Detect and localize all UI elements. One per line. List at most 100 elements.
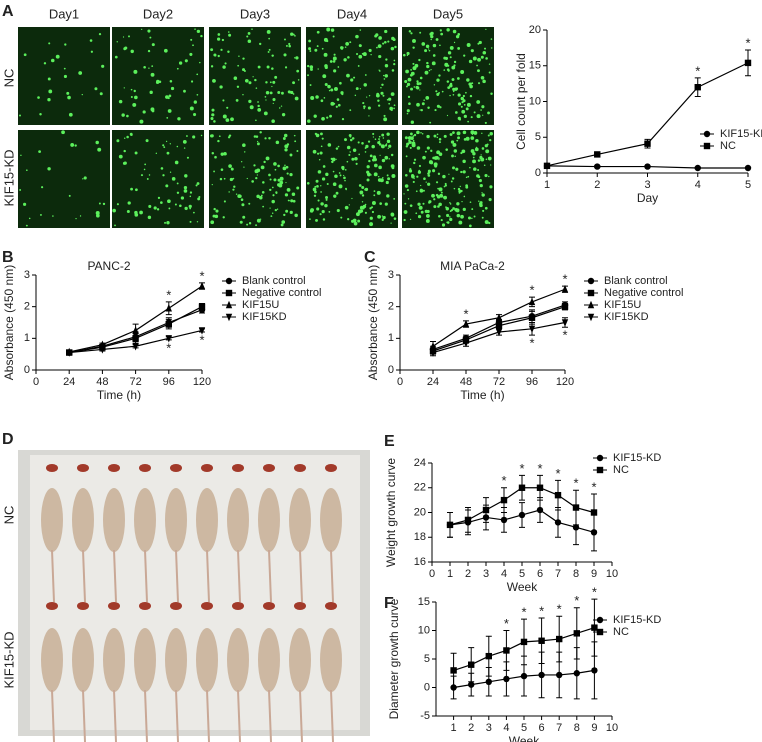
cell	[471, 217, 473, 220]
cell	[453, 149, 458, 153]
mouse	[196, 628, 218, 692]
cell	[449, 45, 454, 50]
cell	[134, 151, 138, 155]
y-tick-label: 0	[535, 167, 541, 179]
x-axis-label: Time (h)	[460, 388, 504, 402]
cell	[358, 153, 360, 156]
point	[536, 484, 544, 491]
legend-marker	[587, 289, 595, 297]
cell	[407, 136, 412, 140]
cell	[286, 172, 289, 175]
cell	[438, 92, 441, 94]
cell	[468, 82, 472, 86]
cell	[366, 165, 370, 169]
cell	[460, 151, 463, 155]
point	[99, 340, 106, 348]
cell	[404, 184, 409, 188]
cell	[457, 47, 461, 50]
cell	[453, 60, 457, 64]
cell	[335, 105, 338, 108]
cell	[436, 133, 439, 136]
cell	[469, 94, 473, 98]
cell	[357, 209, 362, 214]
cell	[276, 208, 279, 210]
cell	[381, 218, 384, 222]
cell	[174, 160, 179, 165]
cell	[361, 142, 364, 145]
tumor	[201, 464, 213, 472]
tumor	[46, 464, 58, 472]
cell	[292, 199, 296, 203]
cell	[95, 210, 100, 215]
tail	[82, 689, 86, 742]
cell	[375, 93, 380, 98]
cell	[426, 134, 430, 139]
tumor	[108, 602, 120, 610]
y-tick-label: 22	[414, 482, 426, 494]
cell	[384, 74, 389, 78]
row-label: NC	[1, 506, 16, 525]
cell	[130, 49, 134, 54]
cell	[383, 74, 385, 77]
cell	[488, 71, 491, 74]
cell	[386, 132, 390, 136]
cell	[272, 102, 274, 104]
micrograph	[18, 130, 110, 228]
cell	[290, 32, 294, 36]
cell	[424, 49, 428, 53]
legend-marker	[225, 313, 233, 322]
cell	[462, 159, 466, 164]
cell	[377, 175, 380, 178]
micrograph	[402, 130, 494, 228]
cell	[314, 190, 317, 194]
cell	[228, 33, 232, 37]
cell	[217, 54, 220, 58]
cell	[436, 92, 440, 96]
cell	[68, 112, 73, 117]
cell	[384, 202, 388, 206]
cell	[436, 104, 440, 108]
tumor	[46, 602, 58, 610]
cell	[404, 173, 408, 177]
mouse	[134, 628, 156, 692]
point	[520, 672, 528, 680]
cell	[322, 165, 326, 168]
cell	[274, 75, 278, 79]
tail	[206, 689, 210, 742]
legend-marker	[703, 130, 711, 138]
cell	[465, 91, 467, 94]
y-tick-label: 10	[418, 624, 430, 636]
cell	[484, 220, 488, 223]
cell	[373, 163, 378, 168]
legend-marker	[225, 289, 233, 297]
cell	[344, 205, 349, 210]
micrograph	[209, 27, 301, 125]
cell	[160, 167, 164, 170]
cell	[271, 119, 275, 123]
cell	[481, 216, 484, 219]
cell	[371, 210, 375, 214]
cell	[393, 62, 396, 66]
cell	[288, 42, 291, 46]
cell	[320, 145, 323, 148]
cell	[123, 47, 127, 51]
cell	[412, 46, 415, 49]
cell	[423, 177, 426, 180]
tumor	[232, 464, 244, 472]
point	[429, 342, 437, 350]
cell	[451, 177, 455, 180]
x-tick-label: 4	[501, 568, 507, 580]
cell	[349, 135, 352, 138]
point	[556, 671, 563, 679]
cell	[315, 179, 319, 183]
cell	[463, 54, 466, 57]
cell	[219, 177, 223, 181]
cell	[454, 155, 456, 158]
cell	[192, 135, 196, 139]
mouse	[320, 488, 342, 552]
cell	[148, 67, 150, 69]
significance: *	[537, 461, 542, 476]
cell	[344, 138, 347, 142]
point	[446, 521, 454, 529]
legend-label: NC	[613, 626, 629, 638]
